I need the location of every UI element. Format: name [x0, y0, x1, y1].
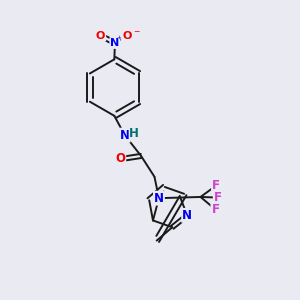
Text: O$^-$: O$^-$ — [122, 29, 141, 41]
Text: O: O — [96, 31, 105, 40]
Text: N: N — [154, 192, 164, 205]
Text: N: N — [120, 129, 130, 142]
Text: N: N — [182, 209, 192, 222]
Text: $^+$: $^+$ — [115, 35, 122, 44]
Text: N: N — [110, 38, 120, 48]
Text: F: F — [212, 203, 219, 216]
Text: F: F — [214, 191, 222, 204]
Text: F: F — [212, 179, 220, 192]
Text: H: H — [129, 127, 139, 140]
Text: O: O — [115, 152, 125, 165]
